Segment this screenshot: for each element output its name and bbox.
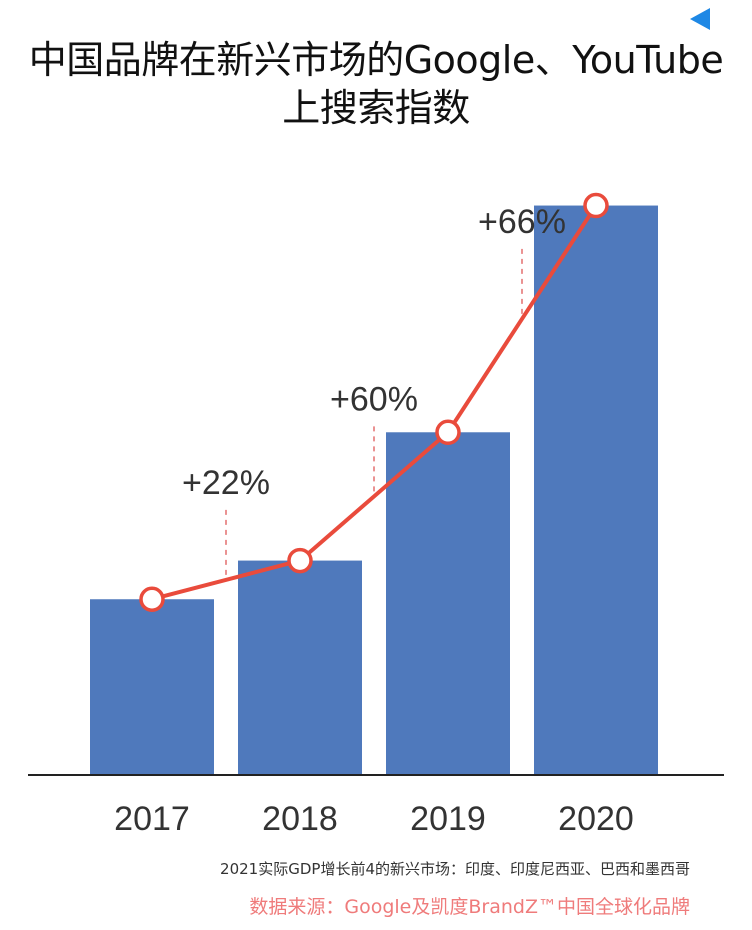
bar-2020 <box>534 205 658 775</box>
x-tick-label-2017: 2017 <box>114 800 190 838</box>
trend-point-2018 <box>287 547 313 574</box>
bar-2018 <box>238 560 362 775</box>
trend-point-2020 <box>583 192 609 219</box>
growth-label-3: +66% <box>478 203 566 241</box>
growth-label-2: +60% <box>330 380 418 418</box>
chart-footnote: 2021实际GDP增长前4的新兴市场：印度、印度尼西亚、巴西和墨西哥 <box>220 860 690 878</box>
chart-title: 中国品牌在新兴市场的Google、YouTube 上搜索指数 <box>0 36 752 132</box>
chart-source: 数据来源：Google及凯度BrandZ™中国全球化品牌 <box>249 896 690 918</box>
chart-title-line-1: 中国品牌在新兴市场的Google、YouTube <box>28 38 724 82</box>
x-tick-label-2018: 2018 <box>262 800 338 838</box>
trend-line <box>151 204 598 602</box>
bar-2017 <box>90 599 214 775</box>
chart-title-line-2: 上搜索指数 <box>282 86 470 130</box>
x-tick-label-2019: 2019 <box>410 800 486 838</box>
trend-point-2017 <box>139 586 165 612</box>
trend-point-2019 <box>435 419 461 446</box>
growth-label-1: +22% <box>182 464 270 502</box>
corner-triangle-icon <box>690 8 710 30</box>
x-tick-label-2020: 2020 <box>558 800 634 838</box>
bar-2019 <box>386 432 510 775</box>
